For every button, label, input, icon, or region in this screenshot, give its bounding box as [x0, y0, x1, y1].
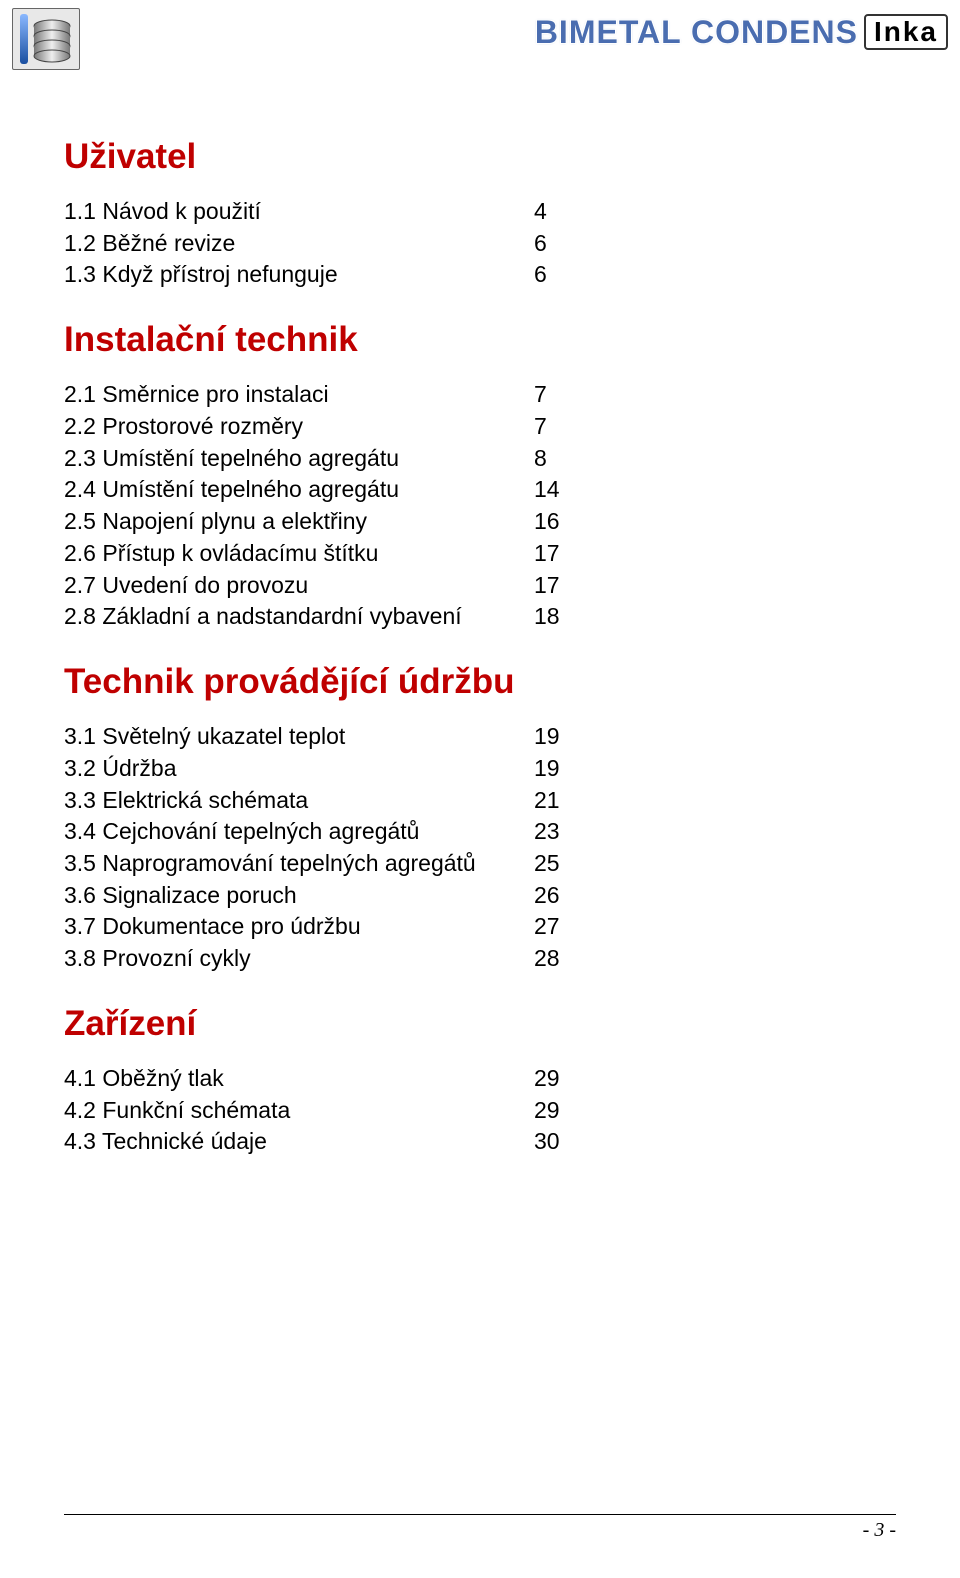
toc-page: 7	[534, 379, 547, 411]
toc-entry: 1.1 Návod k použití 4	[64, 196, 896, 228]
cylinder-stack-icon	[18, 12, 74, 66]
toc-entry: 1.3 Když přístroj nefunguje 6	[64, 259, 896, 291]
header: BIMETAL CONDENS Inka	[0, 0, 960, 70]
toc-entry: 2.1 Směrnice pro instalaci 7	[64, 379, 896, 411]
toc-page: 23	[534, 816, 560, 848]
toc-entry: 2.5 Napojení plynu a elektřiny 16	[64, 506, 896, 538]
section-title: Uživatel	[64, 136, 896, 178]
toc-page: 21	[534, 785, 560, 817]
product-icon	[12, 8, 80, 70]
toc-entry: 3.7 Dokumentace pro údržbu 27	[64, 911, 896, 943]
section-title: Instalační technik	[64, 319, 896, 361]
footer: - 3 -	[64, 1514, 896, 1542]
page-body: Uživatel1.1 Návod k použití41.2 Běžné re…	[0, 70, 960, 1158]
page-number: - 3 -	[863, 1519, 896, 1541]
toc-entry: 3.2 Údržba 19	[64, 753, 896, 785]
toc-entry: 3.6 Signalizace poruch 26	[64, 880, 896, 912]
toc-page: 28	[534, 943, 560, 975]
toc-label: 3.2 Údržba	[64, 753, 177, 785]
toc-label: 2.3 Umístění tepelného agregátu	[64, 443, 399, 475]
toc-page: 30	[534, 1126, 560, 1158]
toc-entry: 3.3 Elektrická schémata 21	[64, 785, 896, 817]
toc-entry: 3.5 Naprogramování tepelných agregátů 25	[64, 848, 896, 880]
toc-label: 3.1 Světelný ukazatel teplot	[64, 721, 345, 753]
toc-page: 16	[534, 506, 560, 538]
toc-page: 25	[534, 848, 560, 880]
toc-label: 2.4 Umístění tepelného agregátu	[64, 474, 399, 506]
toc-entry: 2.3 Umístění tepelného agregátu 8	[64, 443, 896, 475]
toc-page: 4	[534, 196, 547, 228]
toc-label: 3.4 Cejchování tepelných agregátů	[64, 816, 419, 848]
toc-label: 4.1 Oběžný tlak	[64, 1063, 224, 1095]
toc-entry: 2.8 Základní a nadstandardní vybavení 18	[64, 601, 896, 633]
toc-page: 7	[534, 411, 547, 443]
toc-entry: 4.3 Technické údaje 30	[64, 1126, 896, 1158]
toc-label: 2.6 Přístup k ovládacímu štítku	[64, 538, 378, 570]
toc-label: 2.1 Směrnice pro instalaci	[64, 379, 329, 411]
toc-label: 3.5 Naprogramování tepelných agregátů	[64, 848, 476, 880]
section-title: Technik provádějící údržbu	[64, 661, 896, 703]
toc-label: 3.8 Provozní cykly	[64, 943, 251, 975]
toc-page: 6	[534, 259, 547, 291]
toc-entry: 4.1 Oběžný tlak 29	[64, 1063, 896, 1095]
toc-page: 27	[534, 911, 560, 943]
brand-logo: BIMETAL CONDENS Inka	[535, 8, 948, 50]
toc-label: 2.2 Prostorové rozměry	[64, 411, 303, 443]
toc-label: 1.2 Běžné revize	[64, 228, 235, 260]
toc-entry: 2.6 Přístup k ovládacímu štítku 17	[64, 538, 896, 570]
toc-entry: 2.4 Umístění tepelného agregátu 14	[64, 474, 896, 506]
toc-page: 17	[534, 538, 560, 570]
toc-entry: 3.1 Světelný ukazatel teplot 19	[64, 721, 896, 753]
brand-main-text: BIMETAL CONDENS	[535, 16, 858, 48]
toc-page: 29	[534, 1063, 560, 1095]
toc-label: 1.3 Když přístroj nefunguje	[64, 259, 338, 291]
brand-sub-text: Inka	[864, 14, 948, 50]
toc-label: 4.3 Technické údaje	[64, 1126, 267, 1158]
toc-entry: 2.2 Prostorové rozměry 7	[64, 411, 896, 443]
toc-page: 29	[534, 1095, 560, 1127]
toc-page: 17	[534, 570, 560, 602]
toc-label: 3.7 Dokumentace pro údržbu	[64, 911, 361, 943]
toc-page: 19	[534, 721, 560, 753]
toc-page: 8	[534, 443, 547, 475]
toc-label: 1.1 Návod k použití	[64, 196, 261, 228]
toc-entry: 1.2 Běžné revize 6	[64, 228, 896, 260]
toc-label: 3.6 Signalizace poruch	[64, 880, 297, 912]
toc-label: 4.2 Funkční schémata	[64, 1095, 290, 1127]
toc-entry: 3.4 Cejchování tepelných agregátů 23	[64, 816, 896, 848]
toc-page: 14	[534, 474, 560, 506]
toc-label: 2.7 Uvedení do provozu	[64, 570, 308, 602]
toc-page: 18	[534, 601, 560, 633]
toc-entry: 2.7 Uvedení do provozu 17	[64, 570, 896, 602]
toc-entry: 3.8 Provozní cykly 28	[64, 943, 896, 975]
toc-page: 26	[534, 880, 560, 912]
toc-page: 6	[534, 228, 547, 260]
toc-label: 2.8 Základní a nadstandardní vybavení	[64, 601, 462, 633]
toc-page: 19	[534, 753, 560, 785]
toc-label: 2.5 Napojení plynu a elektřiny	[64, 506, 367, 538]
section-title: Zařízení	[64, 1003, 896, 1045]
toc-entry: 4.2 Funkční schémata 29	[64, 1095, 896, 1127]
toc-label: 3.3 Elektrická schémata	[64, 785, 308, 817]
